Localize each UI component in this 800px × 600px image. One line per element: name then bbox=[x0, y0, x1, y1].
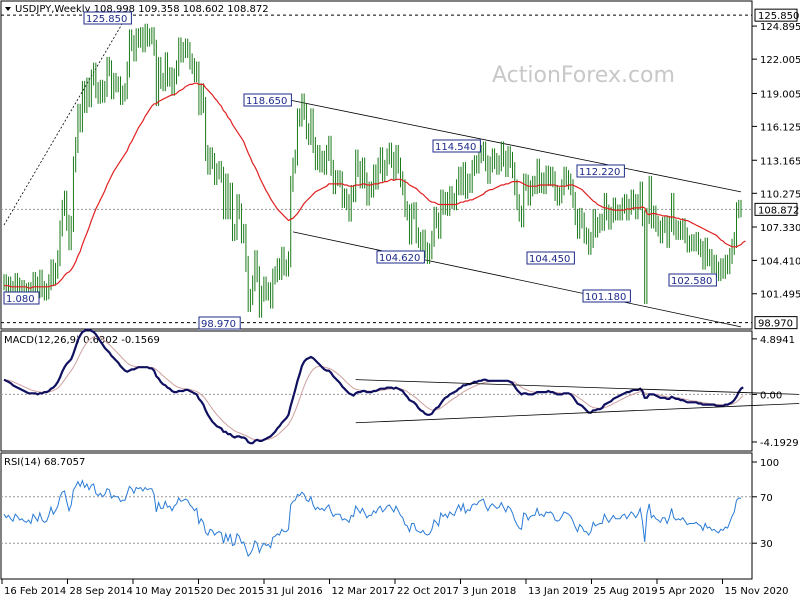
macd-tick-label: 0.00 bbox=[760, 390, 782, 401]
price-annotation-label: 104.450 bbox=[529, 254, 570, 265]
price-tick-label: 124.895 bbox=[760, 22, 800, 33]
price-annotation-box bbox=[198, 316, 241, 330]
price-annotation-box bbox=[3, 291, 40, 305]
price-annotation-box bbox=[243, 93, 292, 107]
price-annotation-box bbox=[526, 251, 575, 265]
price-panel-frame bbox=[0, 0, 753, 330]
price-tick-label: 110.275 bbox=[760, 189, 800, 200]
price-annotation-box bbox=[576, 164, 625, 178]
rsi-label: RSI(14) 68.7057 bbox=[4, 457, 85, 468]
price-tick-label: 116.125 bbox=[760, 122, 800, 133]
rsi-axis: 100 70 30 bbox=[752, 458, 779, 550]
price-annotation-box bbox=[668, 273, 717, 287]
price-tick-label: 119.005 bbox=[760, 89, 800, 100]
price-annotation-label: 104.620 bbox=[379, 253, 420, 264]
price-tick-label: 107.330 bbox=[760, 223, 800, 234]
price-axis-label-last-box bbox=[754, 202, 798, 216]
price-annotation-box bbox=[432, 139, 481, 153]
price-annotation: 101.180 bbox=[582, 289, 631, 303]
price-title: USDJPY,Weekly 108.998 109.358 108.602 10… bbox=[15, 4, 269, 15]
macd-trendline bbox=[355, 379, 800, 395]
channel-lower-line bbox=[292, 231, 742, 328]
price-tick-label: 122.005 bbox=[760, 55, 800, 66]
macd-tick-label: -4.1929 bbox=[760, 438, 799, 449]
price-axis: 124.895 122.005 119.005 116.125 113.165 110.2… bbox=[752, 8, 800, 330]
price-annotation-label: 114.540 bbox=[435, 142, 476, 153]
macd-main-line bbox=[3, 328, 744, 445]
rsi-layer bbox=[1, 479, 752, 557]
price-annotation: 104.620 bbox=[376, 250, 425, 264]
price-annotation: 104.450 bbox=[526, 251, 575, 265]
price-tick-label: 101.495 bbox=[760, 290, 800, 301]
price-annotation-label: 102.580 bbox=[671, 276, 712, 287]
macd-label: MACD(12,26,9) 0.6302 -0.1569 bbox=[4, 335, 160, 346]
rsi-tick-label: 100 bbox=[760, 458, 779, 469]
price-annotation-label: 112.220 bbox=[579, 167, 620, 178]
x-tick-label: 15 Nov 2020 bbox=[725, 586, 789, 597]
rsi-panel-frame bbox=[0, 452, 753, 580]
macd-tick-label: 4.8941 bbox=[760, 335, 795, 346]
price-annotation-label: 98.970 bbox=[201, 319, 236, 330]
x-tick-label: 10 May 2015 bbox=[135, 586, 200, 597]
x-tick-label: 31 Jul 2016 bbox=[266, 586, 323, 597]
price-axis-label-support-box bbox=[754, 316, 798, 330]
price-annotation-label: 118.650 bbox=[246, 96, 287, 107]
price-annotation-label: 101.180 bbox=[585, 292, 626, 303]
rsi-tick-label: 70 bbox=[760, 493, 773, 504]
price-axis-label-support-text: 98.970 bbox=[758, 319, 793, 330]
price-annotation-label: 1.080 bbox=[6, 294, 35, 305]
price-annotation: 102.580 bbox=[668, 273, 717, 287]
rsi-line bbox=[3, 479, 742, 557]
price-axis-label-last: 108.872 bbox=[754, 202, 799, 216]
price-layer: 125.850 118.650 114.540 112.220 104.620 104.4… bbox=[1, 11, 752, 330]
moving-average-line bbox=[4, 82, 746, 289]
x-tick-label: 22 Oct 2017 bbox=[397, 586, 459, 597]
price-annotation: 1.080 bbox=[3, 291, 40, 305]
macd-layer bbox=[1, 328, 800, 445]
price-axis-label-resistance-text: 125.850 bbox=[758, 11, 799, 22]
price-axis-label-resistance-box bbox=[754, 8, 798, 22]
x-tick-label: 13 Jan 2019 bbox=[528, 586, 588, 597]
uptrend-line bbox=[3, 14, 128, 226]
price-annotation: 112.220 bbox=[576, 164, 625, 178]
price-annotation-box bbox=[83, 11, 132, 25]
price-annotation-box bbox=[582, 289, 631, 303]
watermark: ActionForex.com bbox=[492, 63, 675, 88]
x-tick-label: 25 Aug 2019 bbox=[594, 586, 658, 597]
macd-axis: 4.8941 0.00 -4.1929 bbox=[752, 335, 799, 449]
macd-trendline bbox=[355, 403, 800, 424]
price-axis-label-support: 98.970 bbox=[754, 316, 798, 330]
dropdown-triangle-icon[interactable] bbox=[5, 7, 11, 11]
price-annotation-box bbox=[376, 250, 425, 264]
x-tick-label: 5 Apr 2020 bbox=[659, 586, 714, 597]
price-axis-label-resistance: 125.850 bbox=[754, 8, 799, 22]
price-annotation: 114.540 bbox=[432, 139, 481, 153]
price-axis-label-last-text: 108.872 bbox=[758, 205, 799, 216]
price-annotation-label: 125.850 bbox=[86, 14, 127, 25]
x-tick-label: 16 Feb 2014 bbox=[4, 586, 66, 597]
price-annotation: 98.970 bbox=[198, 316, 241, 330]
price-annotation: 118.650 bbox=[243, 93, 292, 107]
price-tick-label: 113.165 bbox=[760, 156, 800, 167]
channel-upper-line bbox=[277, 97, 742, 193]
x-axis: 16 Feb 2014 28 Sep 2014 10 May 2015 20 Dec … bbox=[1, 579, 789, 597]
rsi-tick-label: 30 bbox=[760, 539, 773, 550]
x-tick-label: 12 Mar 2017 bbox=[332, 586, 395, 597]
x-tick-label: 28 Sep 2014 bbox=[70, 586, 133, 597]
x-tick-label: 20 Dec 2015 bbox=[201, 586, 265, 597]
price-annotation: 125.850 bbox=[83, 11, 132, 25]
price-tick-label: 104.410 bbox=[760, 256, 800, 267]
x-tick-label: 3 Jun 2018 bbox=[463, 586, 517, 597]
